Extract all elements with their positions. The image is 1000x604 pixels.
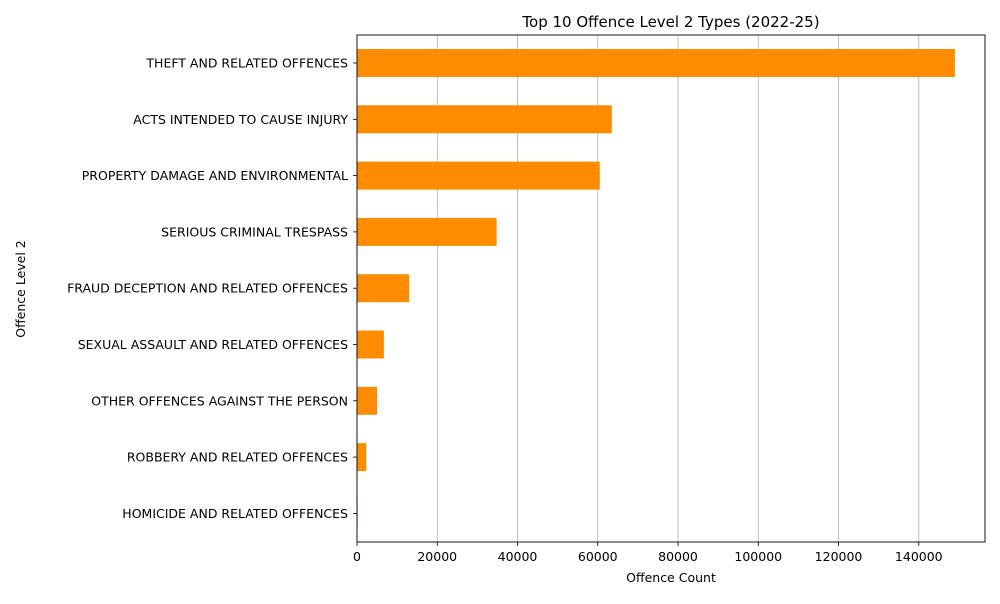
- y-axis-label: Offence Level 2: [13, 240, 28, 338]
- x-tick-label: 80000: [658, 549, 698, 564]
- y-tick-label: SEXUAL ASSAULT AND RELATED OFFENCES: [78, 337, 348, 352]
- bar: [357, 330, 384, 359]
- y-tick-label: HOMICIDE AND RELATED OFFENCES: [122, 506, 348, 521]
- y-tick-label: SERIOUS CRIMINAL TRESPASS: [161, 224, 348, 239]
- x-tick-label: 140000: [895, 549, 943, 564]
- y-tick-label: ACTS INTENDED TO CAUSE INJURY: [133, 112, 348, 127]
- y-tick-label: PROPERTY DAMAGE AND ENVIRONMENTAL: [82, 168, 348, 183]
- x-tick-label: 60000: [578, 549, 618, 564]
- tick-layer: 0 20000 40000 60000 80000 100000 120000 140000 T…: [67, 56, 943, 565]
- x-tick-label: 20000: [417, 549, 457, 564]
- bar-layer: [357, 49, 955, 528]
- x-axis-label: Offence Count: [626, 570, 716, 585]
- bar: [357, 105, 612, 134]
- bar: [357, 274, 410, 303]
- x-tick-label: 40000: [498, 549, 538, 564]
- y-tick-label: THEFT AND RELATED OFFENCES: [145, 56, 348, 71]
- bar: [357, 386, 378, 415]
- bar: [357, 161, 600, 190]
- chart-title: Top 10 Offence Level 2 Types (2022-25): [521, 13, 819, 31]
- y-tick-label: ROBBERY AND RELATED OFFENCES: [127, 450, 348, 465]
- bar: [357, 217, 497, 246]
- bar: [357, 49, 955, 77]
- y-tick-label: OTHER OFFENCES AGAINST THE PERSON: [91, 393, 348, 408]
- x-tick-label: 100000: [734, 549, 782, 564]
- x-tick-label: 120000: [815, 549, 863, 564]
- bar: [357, 443, 367, 472]
- y-tick-label: FRAUD DECEPTION AND RELATED OFFENCES: [67, 281, 348, 296]
- x-tick-label: 0: [353, 549, 361, 564]
